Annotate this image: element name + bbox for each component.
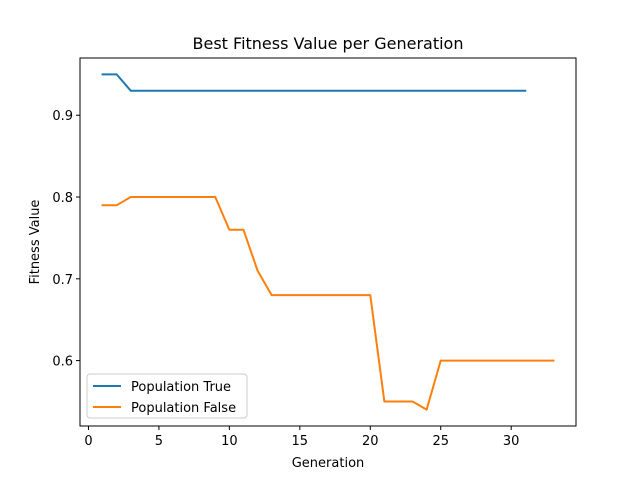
y-tick-label: 0.8 — [52, 191, 73, 206]
x-axis-label: Generation — [292, 456, 365, 471]
legend-label-population-true: Population True — [131, 380, 231, 395]
x-tick-label: 20 — [362, 434, 379, 449]
legend-label-population-false: Population False — [131, 401, 236, 416]
legend-box — [86, 373, 248, 419]
y-axis-label: Fitness Value — [28, 200, 43, 285]
chart-title: Best Fitness Value per Generation — [193, 34, 464, 53]
plot-area: 0 5 10 15 20 25 30 0.6 0.7 0.8 0.9 — [52, 57, 577, 449]
series-lines — [101, 73, 555, 411]
x-tick-label: 15 — [292, 434, 309, 449]
series-line-population-false — [101, 196, 555, 411]
x-tick-label: 5 — [155, 434, 163, 449]
series-line-population-true — [101, 73, 527, 92]
y-tick-label: 0.9 — [52, 109, 73, 124]
x-tick-label: 25 — [432, 434, 449, 449]
x-tick-label: 30 — [503, 434, 520, 449]
x-tick-label: 0 — [84, 434, 92, 449]
legend: Population True Population False — [86, 373, 248, 419]
y-tick-label: 0.7 — [52, 273, 73, 288]
y-tick-label: 0.6 — [52, 355, 73, 370]
axes-frame — [79, 57, 577, 427]
x-tick-label: 10 — [221, 434, 238, 449]
